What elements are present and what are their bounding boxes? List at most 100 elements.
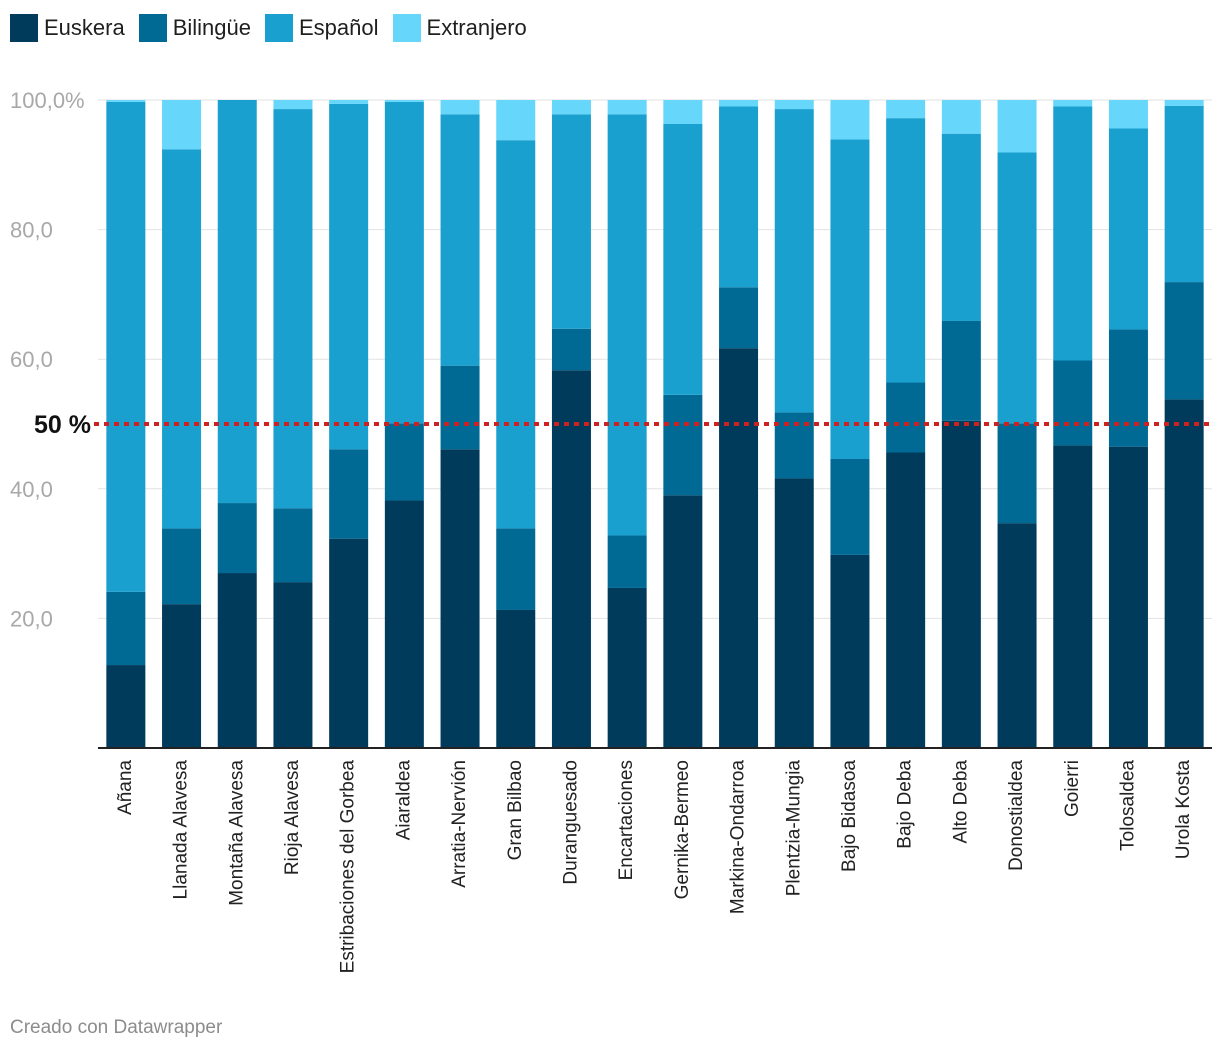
reference-line-label: 50 % <box>34 411 91 439</box>
bar-segment-bilingüe <box>1053 360 1093 446</box>
bar-segment-español <box>1053 106 1093 361</box>
bar-segment-bilingüe <box>384 423 424 501</box>
x-tick-label: Gernika-Bermeo <box>672 760 693 899</box>
legend: Euskera Bilingüe Español Extranjero <box>10 12 541 44</box>
legend-label: Español <box>299 15 379 40</box>
bar-segment-extranjero <box>496 100 536 141</box>
bar-segment-español <box>1164 105 1204 283</box>
bar-segment-extranjero <box>941 100 981 134</box>
x-tick-label: Montaña Alavesa <box>226 760 247 906</box>
bar-segment-bilingüe <box>607 535 647 588</box>
x-tick-label: Plentzia-Mungia <box>783 760 804 897</box>
bar-segment-euskera <box>997 523 1037 748</box>
legend-label: Extranjero <box>426 15 527 40</box>
bar-segment-bilingüe <box>719 287 759 349</box>
bar-segment-extranjero <box>886 100 926 119</box>
bar-segment-español <box>886 118 926 383</box>
bar-segment-bilingüe <box>830 458 870 555</box>
bar-segment-español <box>941 133 981 321</box>
bar-segment-bilingüe <box>496 528 536 610</box>
bar-segment-bilingüe <box>941 320 981 421</box>
bar-segment-euskera <box>663 495 703 748</box>
x-tick-label: Tolosaldea <box>1117 760 1138 851</box>
bar-segment-euskera <box>440 449 480 748</box>
bar-segment-extranjero <box>830 100 870 140</box>
bar-segment-euskera <box>1053 445 1093 748</box>
bar-segment-extranjero <box>663 100 703 124</box>
legend-label: Bilingüe <box>172 15 251 40</box>
bar-segment-extranjero <box>273 100 313 110</box>
bar-segment-euskera <box>1108 446 1148 748</box>
bar-segment-euskera <box>607 587 647 748</box>
legend-item-euskera: Euskera <box>10 14 125 42</box>
bar-segment-español <box>1108 128 1148 330</box>
bar-segment-español <box>663 123 703 395</box>
bar-segment-español <box>719 106 759 288</box>
x-tick-label: Alto Deba <box>950 760 971 844</box>
bar-segment-español <box>384 101 424 424</box>
bar-segment-euskera <box>106 665 146 748</box>
bar-segment-euskera <box>719 348 759 748</box>
bar-segment-español <box>106 101 146 592</box>
bar-segment-bilingüe <box>329 449 369 539</box>
bar-segment-bilingüe <box>106 591 146 666</box>
bar-segment-euskera <box>384 500 424 748</box>
bar-segment-bilingüe <box>1108 329 1148 447</box>
y-tick-label: 60,0 <box>10 347 53 372</box>
bar-segment-bilingüe <box>440 365 480 450</box>
bar-segment-euskera <box>273 582 313 748</box>
x-tick-label: Estribaciones del Gorbea <box>338 760 359 974</box>
y-tick-label: 100,0% <box>10 88 85 113</box>
x-tick-label: Bajo Bidasoa <box>839 760 860 872</box>
bar-segment-euskera <box>1164 399 1204 748</box>
bar-segment-euskera <box>329 538 369 748</box>
bar-segment-español <box>217 100 257 504</box>
legend-label: Euskera <box>44 15 125 40</box>
bar-segment-extranjero <box>607 100 647 115</box>
bar-segment-español <box>440 114 480 366</box>
bar-segment-español <box>997 152 1037 424</box>
x-tick-label: Bajo Deba <box>895 760 916 849</box>
x-tick-label: Encartaciones <box>616 760 637 880</box>
legend-item-extranjero: Extranjero <box>392 14 527 42</box>
x-tick-label: Donostialdea <box>1006 760 1027 871</box>
bar-segment-español <box>496 140 536 529</box>
x-tick-label: Llanada Alavesa <box>171 760 192 900</box>
legend-swatch <box>392 14 421 42</box>
bar-segment-euskera <box>886 452 926 748</box>
bar-segment-extranjero <box>1108 100 1148 129</box>
bar-segment-extranjero <box>106 100 146 102</box>
legend-swatch <box>138 14 167 42</box>
bar-segment-extranjero <box>329 100 369 104</box>
footer-credit: Creado con Datawrapper <box>10 1017 223 1038</box>
bar-segment-bilingüe <box>886 382 926 453</box>
x-tick-label: Aiaraldea <box>393 760 414 841</box>
bar-segment-euskera <box>496 609 536 748</box>
bar-segment-extranjero <box>774 100 814 110</box>
x-tick-label: Arratia-Nervión <box>449 760 470 888</box>
x-tick-label: Duranguesado <box>560 760 581 885</box>
x-tick-label: Gran Bilbao <box>505 760 526 860</box>
bar-segment-euskera <box>217 573 257 748</box>
bar-segment-extranjero <box>384 100 424 102</box>
bar-segment-euskera <box>830 554 870 748</box>
bar-segment-español <box>329 103 369 450</box>
bar-segment-extranjero <box>440 100 480 115</box>
x-tick-label: Rioja Alavesa <box>282 760 303 876</box>
bar-segment-español <box>162 149 202 529</box>
bar-segment-euskera <box>162 604 202 748</box>
bar-segment-extranjero <box>719 100 759 107</box>
bar-segment-bilingüe <box>273 508 313 583</box>
x-tick-label: Goierri <box>1062 760 1083 817</box>
bar-segment-español <box>551 114 591 329</box>
bar-segment-español <box>774 109 814 413</box>
bar-segment-euskera <box>941 420 981 748</box>
x-tick-label: Markina-Ondarroa <box>728 760 749 915</box>
legend-swatch <box>265 14 293 42</box>
bar-segment-euskera <box>774 478 814 748</box>
x-tick-label: Urola Kosta <box>1173 760 1194 860</box>
bar-segment-bilingüe <box>997 423 1037 524</box>
bar-segment-euskera <box>551 370 591 748</box>
bar-segment-extranjero <box>162 100 202 150</box>
